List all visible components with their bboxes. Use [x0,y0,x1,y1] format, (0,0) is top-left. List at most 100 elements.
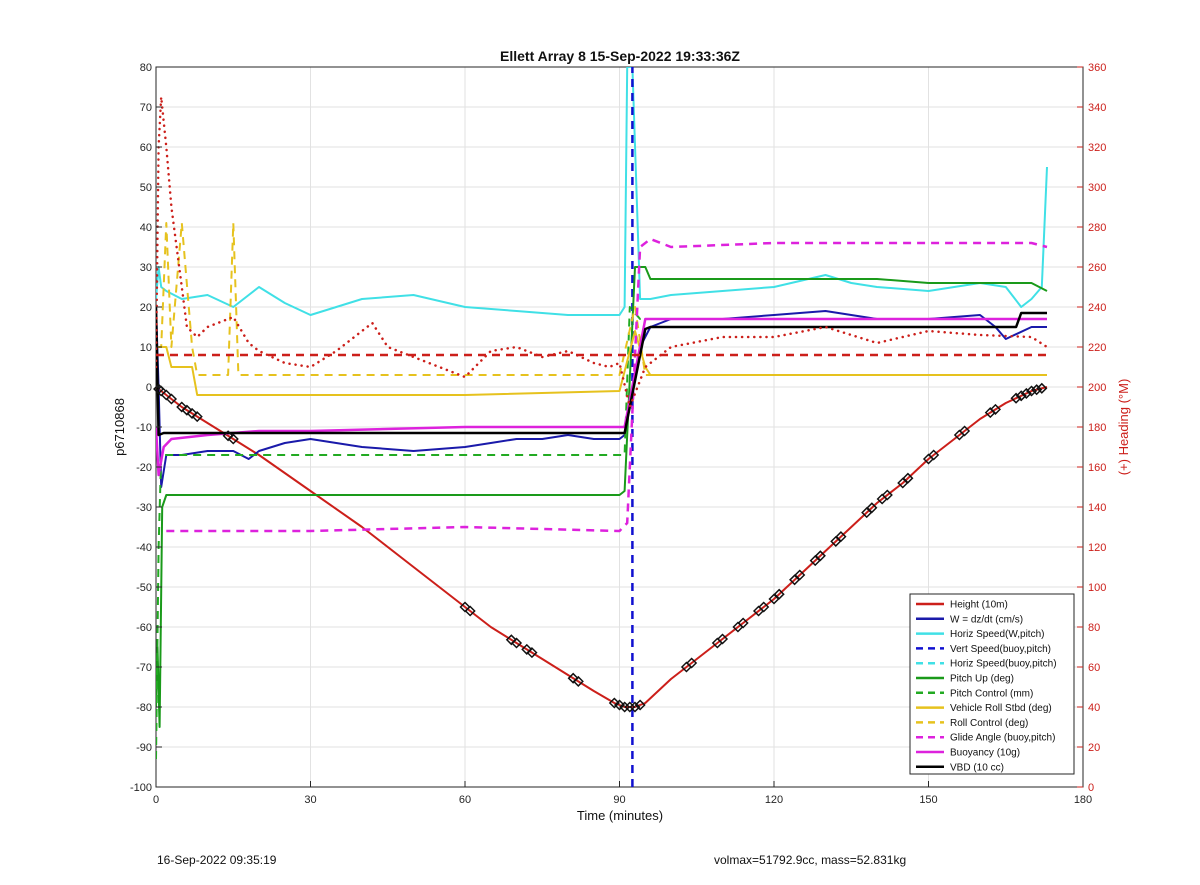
x-tick-label: 0 [153,794,159,806]
height-marker [567,672,579,684]
y2-tick-label: 40 [1088,702,1100,714]
height-marker [958,425,971,437]
y2-tick-label: 180 [1088,422,1106,434]
height-marker [686,657,698,669]
x-tick-label: 60 [459,794,471,806]
height-marker [902,472,914,484]
height-marker [1015,390,1027,402]
y-tick-label: -30 [136,502,152,514]
series-glide [166,237,1048,533]
y2-tick-label: 100 [1088,582,1106,594]
height-marker [505,634,517,646]
x-tick-label: 150 [919,794,937,806]
height-marker [758,601,770,613]
height-marker [629,701,641,713]
y-tick-label: 20 [140,302,152,314]
y-tick-label: 30 [140,262,152,274]
y-tick-label: 50 [140,182,152,194]
height-marker [510,637,523,649]
height-marker [835,531,847,543]
series-vbd [156,306,1047,437]
x-tick-label: 90 [613,794,625,806]
series-pitch_ctrl [156,306,1047,760]
series-roll [156,330,1047,396]
y-tick-label: -70 [136,662,152,674]
y2-tick-label: 360 [1088,62,1106,74]
y2-tick-label: 160 [1088,462,1106,474]
height-marker [186,407,198,419]
height-marker [191,411,203,423]
legend-label: Glide Angle (buoy,pitch) [950,733,1055,744]
y-tick-label: 40 [140,222,152,234]
y2-tick-label: 60 [1088,662,1100,674]
height-marker [1036,382,1048,394]
legend-label: W = dz/dt (cm/s) [950,614,1023,625]
height-marker [1025,385,1038,397]
height-marker [881,489,893,501]
height-marker [928,449,940,461]
y-tick-label: 0 [146,382,152,394]
y2-tick-label: 120 [1088,542,1106,554]
y-tick-label: -90 [136,742,152,754]
height-marker [1010,392,1022,404]
x-tick-label: 120 [765,794,783,806]
y-axis-label: p6710868 [112,398,127,456]
y2-tick-label: 340 [1088,102,1106,114]
legend-label: Vert Speed(buoy,pitch) [950,644,1051,655]
y2-tick-label: 300 [1088,182,1106,194]
legend-label: Height (10m) [950,600,1008,611]
height-marker [526,647,538,659]
height-marker [160,389,172,401]
series-roll_ctrl [156,222,1047,376]
y-tick-label: -100 [130,782,152,794]
y2-tick-label: 80 [1088,622,1100,634]
height-marker [608,697,620,709]
tick-labels: 0 30 60 90 120 150 180-100-90-80-70-60-50-40-3… [130,62,1106,806]
x-tick-label: 180 [1074,794,1092,806]
height-marker [176,401,188,413]
height-marker [459,601,471,613]
y-tick-label: -10 [136,422,152,434]
y2-tick-label: 200 [1088,382,1106,394]
legend-label: VBD (10 cc) [950,762,1004,773]
height-marker [794,569,806,581]
y2-axis-label: (+) Heading (°M) [1116,379,1131,476]
y-tick-label: -80 [136,702,152,714]
y-tick-label: 80 [140,62,152,74]
series-horiz_w [156,67,1048,316]
height-marker [1031,384,1043,396]
height-marker [181,404,193,416]
height-marker [464,605,476,617]
series-layer [156,67,1049,787]
height-marker [989,403,1002,415]
y-tick-label: -50 [136,582,152,594]
height-marker [227,433,239,445]
height-marker [716,633,729,645]
legend-label: Horiz Speed(buoy,pitch) [950,659,1057,670]
y2-tick-label: 220 [1088,342,1106,354]
y-tick-label: -60 [136,622,152,634]
footer-timestamp: 16-Sep-2022 09:35:19 [157,853,277,867]
y2-tick-label: 280 [1088,222,1106,234]
y-tick-label: 10 [140,342,152,354]
height-marker [155,385,167,397]
legend-label: Pitch Up (deg) [950,674,1014,685]
height-marker [165,393,178,405]
height-marker [773,588,785,600]
x-tick-label: 30 [304,794,316,806]
height-marker [866,502,878,514]
y2-tick-label: 0 [1088,782,1094,794]
height-marker [814,550,826,562]
y2-tick-label: 260 [1088,262,1106,274]
footer-summary: volmax=51792.9cc, mass=52.831kg [714,853,907,867]
legend-label: Vehicle Roll Stbd (deg) [950,703,1052,714]
height-marker [634,699,646,711]
y2-tick-label: 320 [1088,142,1106,154]
series-heading [156,95,1049,409]
y2-tick-label: 240 [1088,302,1106,314]
height-marker [613,699,626,711]
grid-lines [155,66,1084,788]
y-tick-label: 60 [140,142,152,154]
series-buoyancy [156,317,1047,477]
